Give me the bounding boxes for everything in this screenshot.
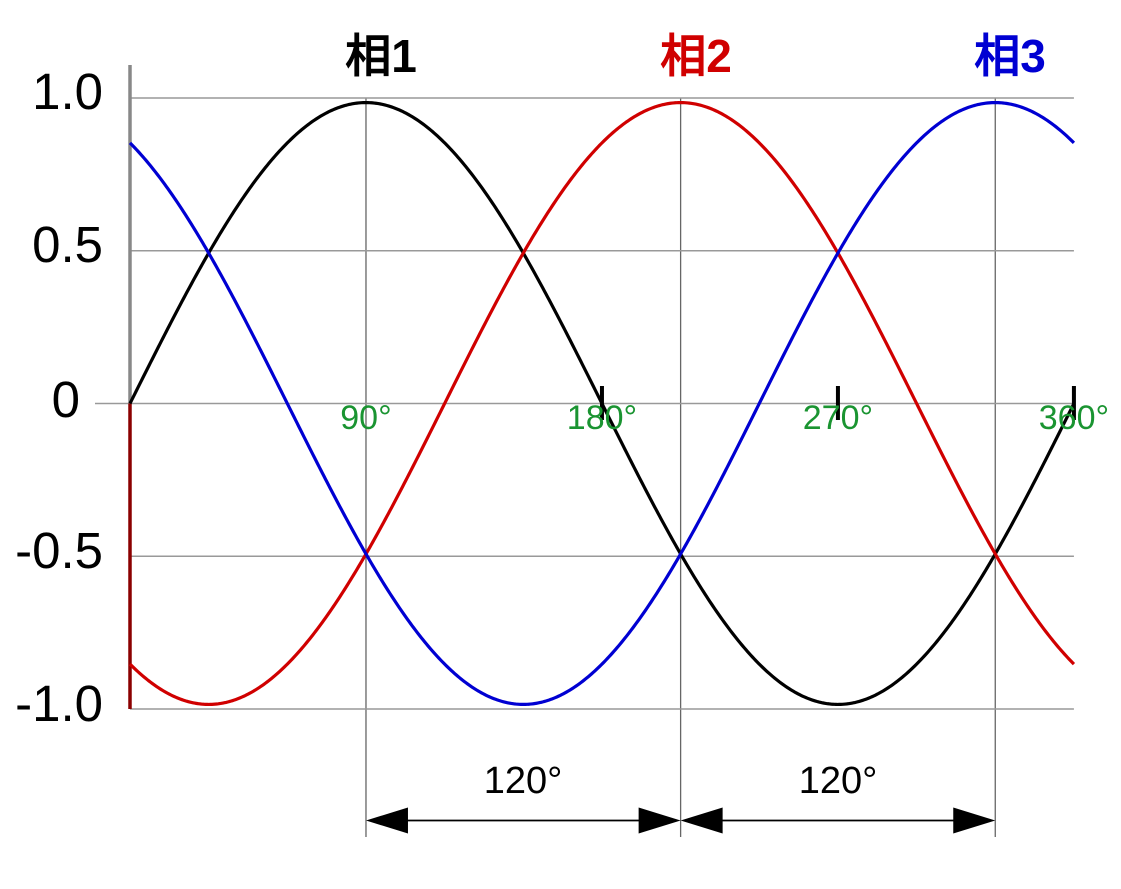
- svg-text:0: 0: [52, 371, 80, 428]
- svg-text:相3: 相3: [974, 30, 1046, 82]
- svg-text:相1: 相1: [345, 30, 417, 82]
- svg-text:1.0: 1.0: [32, 63, 103, 120]
- svg-text:-0.5: -0.5: [15, 522, 103, 579]
- svg-text:相2: 相2: [660, 30, 732, 82]
- svg-text:360°: 360°: [1039, 399, 1109, 437]
- svg-text:120°: 120°: [799, 760, 878, 802]
- svg-text:270°: 270°: [803, 399, 873, 437]
- svg-text:180°: 180°: [567, 399, 637, 437]
- svg-text:90°: 90°: [340, 399, 391, 437]
- svg-text:-1.0: -1.0: [15, 675, 103, 732]
- svg-text:120°: 120°: [484, 760, 563, 802]
- svg-text:0.5: 0.5: [32, 216, 103, 273]
